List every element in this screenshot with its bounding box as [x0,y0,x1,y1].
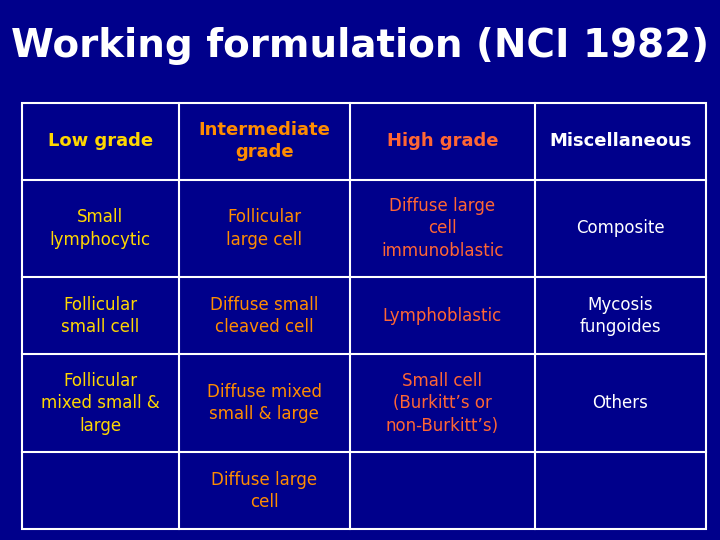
Text: Lymphoblastic: Lymphoblastic [382,307,502,325]
Text: Others: Others [592,394,648,413]
Text: High grade: High grade [387,132,498,150]
Text: Working formulation (NCI 1982): Working formulation (NCI 1982) [11,27,709,65]
Text: Small
lymphocytic: Small lymphocytic [50,208,150,248]
Text: Small cell
(Burkitt’s or
non-Burkitt’s): Small cell (Burkitt’s or non-Burkitt’s) [386,372,499,435]
Bar [22,103,706,529]
Text: Diffuse mixed
small & large: Diffuse mixed small & large [207,383,322,423]
Text: Miscellaneous: Miscellaneous [549,132,691,150]
Text: Diffuse large
cell: Diffuse large cell [212,471,318,511]
Text: Follicular
mixed small &
large: Follicular mixed small & large [41,372,160,435]
Text: Diffuse small
cleaved cell: Diffuse small cleaved cell [210,296,319,336]
Text: Follicular
large cell: Follicular large cell [226,208,302,248]
Text: Mycosis
fungoides: Mycosis fungoides [580,296,661,336]
Text: Composite: Composite [576,219,665,238]
Text: Intermediate
grade: Intermediate grade [199,121,330,161]
Text: Follicular
small cell: Follicular small cell [61,296,140,336]
Text: Low grade: Low grade [48,132,153,150]
Text: Diffuse large
cell
immunoblastic: Diffuse large cell immunoblastic [381,197,503,260]
